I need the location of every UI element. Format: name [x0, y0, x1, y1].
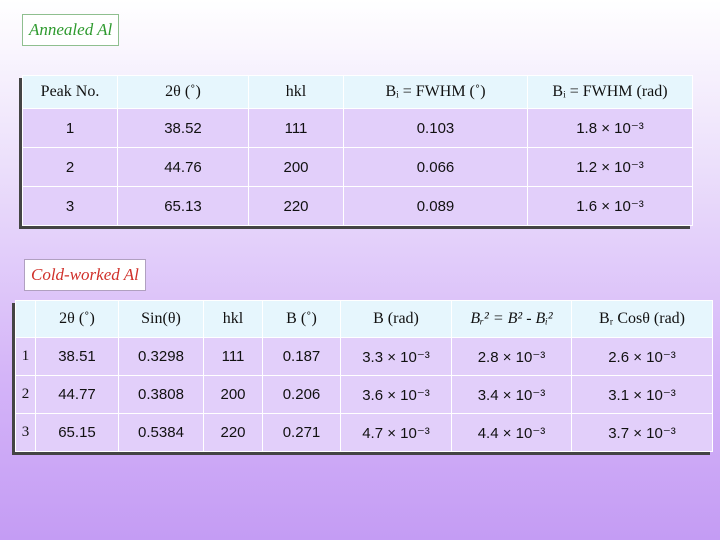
- table-row: 3 65.15 0.5384 220 0.271 4.7 × 10⁻³ 4.4 × 10⁻³…: [15, 413, 713, 452]
- table-cell: 3.3 × 10⁻³: [340, 337, 452, 376]
- table-cell: 0.066: [343, 147, 528, 187]
- table-cell: 0.187: [262, 337, 341, 376]
- table-cell: 2: [15, 375, 36, 414]
- table-cell: 3: [22, 186, 118, 226]
- table-row: 2 44.76 200 0.066 1.2 × 10⁻³: [22, 147, 693, 187]
- table-cell: 44.76: [117, 147, 249, 187]
- table-cell: 2: [22, 147, 118, 187]
- table-cell: 0.5384: [118, 413, 204, 452]
- table-row: 3 65.13 220 0.089 1.6 × 10⁻³: [22, 186, 693, 226]
- table-cell: 3: [15, 413, 36, 452]
- table-cell: 0.206: [262, 375, 341, 414]
- table-cell: 4.7 × 10⁻³: [340, 413, 452, 452]
- table-cell: 111: [248, 108, 344, 148]
- section-label: Annealed Al: [22, 14, 120, 46]
- table-cell: 1: [22, 108, 118, 148]
- header-cell: Bᵣ Cosθ (rad): [571, 300, 713, 338]
- header-cell: B (˚): [262, 300, 341, 338]
- table-cell: 0.103: [343, 108, 528, 148]
- section-label: Cold-worked Al: [24, 259, 146, 291]
- header-row: 2θ (˚) Sin(θ) hkl B (˚) B (rad) Bᵣ² = B² - Bᵢ…: [15, 300, 713, 338]
- header-cell: Bᵢ = FWHM (rad): [527, 75, 693, 109]
- table-cell: 4.4 × 10⁻³: [451, 413, 572, 452]
- header-cell: Bᵢ = FWHM (˚): [343, 75, 528, 109]
- table-cell: 1.8 × 10⁻³: [527, 108, 693, 148]
- table-cell: 2.6 × 10⁻³: [571, 337, 713, 376]
- header-cell: 2θ (˚): [117, 75, 249, 109]
- table-row: 1 38.51 0.3298 111 0.187 3.3 × 10⁻³ 2.8 × 10⁻³…: [15, 337, 713, 376]
- table-cell: 3.1 × 10⁻³: [571, 375, 713, 414]
- table-cell: 0.089: [343, 186, 528, 226]
- table-cell: 0.271: [262, 413, 341, 452]
- header-row: Peak No. 2θ (˚) hkl Bᵢ = FWHM (˚) Bᵢ = FWHM …: [22, 75, 693, 109]
- table-cell: 200: [203, 375, 263, 414]
- table-cell: 3.6 × 10⁻³: [340, 375, 452, 414]
- header-cell: hkl: [248, 75, 344, 109]
- table-row: 2 44.77 0.3808 200 0.206 3.6 × 10⁻³ 3.4 × 10⁻³…: [15, 375, 713, 414]
- table-cell: 1.2 × 10⁻³: [527, 147, 693, 187]
- table-cell: 200: [248, 147, 344, 187]
- table-cell: 38.52: [117, 108, 249, 148]
- table-cell: 2.8 × 10⁻³: [451, 337, 572, 376]
- header-cell: hkl: [203, 300, 263, 338]
- annealed-table: Peak No. 2θ (˚) hkl Bᵢ = FWHM (˚) Bᵢ = FWHM …: [22, 75, 693, 226]
- header-cell: Bᵣ² = B² - Bᵢ²: [451, 300, 572, 338]
- header-cell: [15, 300, 36, 338]
- table-cell: 1.6 × 10⁻³: [527, 186, 693, 226]
- table-cell: 65.13: [117, 186, 249, 226]
- table-cell: 220: [203, 413, 263, 452]
- table-cell: 3.7 × 10⁻³: [571, 413, 713, 452]
- table-cell: 38.51: [35, 337, 119, 376]
- header-cell: 2θ (˚): [35, 300, 119, 338]
- header-cell: Peak No.: [22, 75, 118, 109]
- cold-worked-table: 2θ (˚) Sin(θ) hkl B (˚) B (rad) Bᵣ² = B² - Bᵢ…: [15, 300, 713, 452]
- table-cell: 0.3298: [118, 337, 204, 376]
- table-cell: 220: [248, 186, 344, 226]
- header-cell: B (rad): [340, 300, 452, 338]
- table-cell: 0.3808: [118, 375, 204, 414]
- table-cell: 44.77: [35, 375, 119, 414]
- table-cell: 65.15: [35, 413, 119, 452]
- header-cell: Sin(θ): [118, 300, 204, 338]
- table-row: 1 38.52 111 0.103 1.8 × 10⁻³: [22, 108, 693, 148]
- table-cell: 3.4 × 10⁻³: [451, 375, 572, 414]
- table-cell: 111: [203, 337, 263, 376]
- table-cell: 1: [15, 337, 36, 376]
